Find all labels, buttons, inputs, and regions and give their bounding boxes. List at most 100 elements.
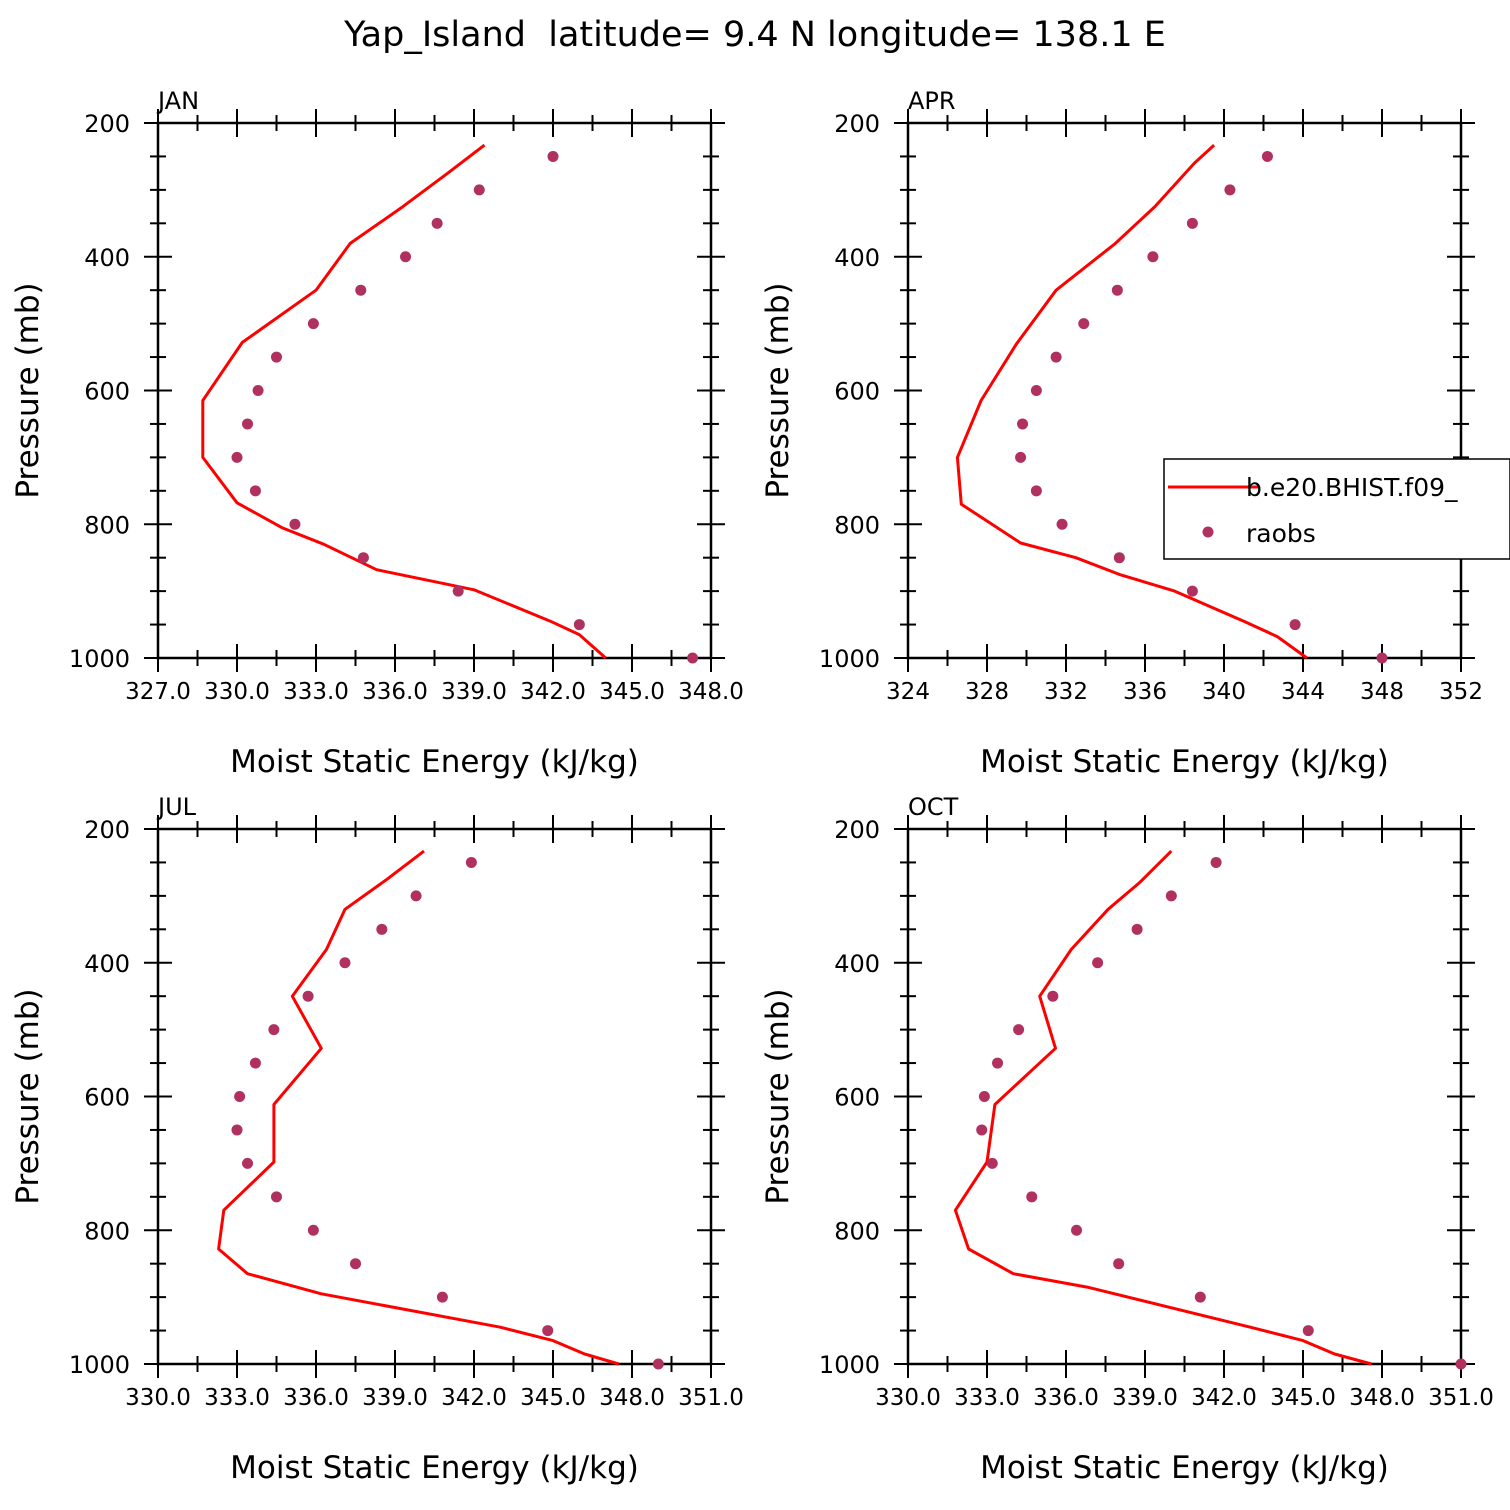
raobs-point bbox=[431, 217, 443, 229]
x-tick-label: 324 bbox=[886, 679, 930, 705]
raobs-point bbox=[978, 1091, 990, 1102]
x-tick-label: 336.0 bbox=[1033, 1385, 1099, 1411]
raobs-point bbox=[1071, 1224, 1083, 1236]
panel-label: JAN bbox=[156, 87, 199, 115]
x-axis-label: Moist Static Energy (kJ/kg) bbox=[980, 1450, 1389, 1486]
model-series-line bbox=[955, 143, 1308, 660]
panel-label: OCT bbox=[908, 793, 959, 821]
raobs-point bbox=[400, 251, 412, 263]
x-tick-label: 330.0 bbox=[875, 1385, 941, 1411]
raobs-point bbox=[307, 1224, 319, 1236]
raobs-point bbox=[687, 652, 699, 664]
y-axis-label: Pressure (mb) bbox=[760, 988, 796, 1204]
raobs-point bbox=[1376, 652, 1388, 664]
y-tick-label: 200 bbox=[834, 816, 880, 844]
raobs-point bbox=[1224, 184, 1236, 196]
raobs-point bbox=[1050, 351, 1062, 363]
raobs-point bbox=[242, 1157, 254, 1169]
x-axis-label: Moist Static Energy (kJ/kg) bbox=[980, 744, 1389, 780]
y-axis-label: Pressure (mb) bbox=[10, 988, 46, 1204]
raobs-point bbox=[271, 1191, 282, 1203]
raobs-point bbox=[976, 1124, 988, 1136]
raobs-point bbox=[1030, 485, 1042, 497]
panel-jan: 327.0 330.0 333.0 336.0 339.0 342.0 345.0 348.0… bbox=[10, 87, 744, 780]
raobs-point bbox=[1289, 619, 1301, 631]
y-tick-label: 400 bbox=[84, 950, 130, 978]
raobs-point bbox=[1261, 150, 1273, 162]
raobs-point bbox=[1165, 890, 1177, 902]
raobs-point bbox=[992, 1057, 1004, 1069]
x-tick-label: 333.0 bbox=[204, 1385, 270, 1411]
x-tick-label: 336 bbox=[1123, 679, 1167, 705]
x-tick-label: 336.0 bbox=[283, 1385, 349, 1411]
x-tick-label: 345.0 bbox=[599, 679, 665, 705]
x-tick-label: 328 bbox=[965, 679, 1009, 705]
y-tick-label: 600 bbox=[834, 1084, 880, 1112]
raobs-point bbox=[231, 451, 243, 463]
raobs-point bbox=[1111, 284, 1123, 296]
raobs-point bbox=[339, 957, 351, 969]
panel-label: APR bbox=[908, 87, 956, 115]
legend: b.e20.BHIST.f09_raobs bbox=[1163, 458, 1510, 560]
x-tick-label: 344 bbox=[1281, 679, 1325, 705]
raobs-point bbox=[1092, 957, 1104, 969]
raobs-point bbox=[350, 1258, 361, 1270]
raobs-point bbox=[1113, 1258, 1125, 1270]
y-tick-label: 400 bbox=[84, 244, 130, 272]
y-axis-label: Pressure (mb) bbox=[10, 282, 46, 498]
x-tick-label: 342.0 bbox=[1191, 1385, 1257, 1411]
y-tick-label: 1000 bbox=[69, 645, 130, 673]
raobs-point bbox=[1030, 385, 1042, 396]
raobs-point bbox=[307, 318, 319, 330]
x-tick-label: 352 bbox=[1439, 679, 1483, 705]
raobs-point bbox=[271, 351, 282, 363]
y-tick-label: 1000 bbox=[819, 645, 880, 673]
raobs-point bbox=[547, 150, 559, 162]
raobs-point bbox=[1186, 217, 1198, 229]
plot-frame bbox=[906, 121, 1463, 660]
raobs-point bbox=[1026, 1191, 1038, 1203]
raobs-point bbox=[465, 856, 477, 868]
x-tick-label: 327.0 bbox=[125, 679, 191, 705]
raobs-point bbox=[249, 1057, 261, 1069]
x-tick-label: 332 bbox=[1044, 679, 1088, 705]
y-tick-label: 1000 bbox=[819, 1351, 880, 1379]
raobs-point bbox=[573, 619, 585, 631]
x-axis-label: Moist Static Energy (kJ/kg) bbox=[230, 744, 639, 780]
raobs-point bbox=[268, 1024, 280, 1036]
x-tick-label: 330.0 bbox=[204, 679, 270, 705]
raobs-point bbox=[1047, 990, 1059, 1002]
y-tick-label: 200 bbox=[84, 110, 130, 138]
raobs-point bbox=[357, 552, 369, 564]
y-tick-label: 600 bbox=[84, 378, 130, 406]
x-tick-label: 333.0 bbox=[954, 1385, 1020, 1411]
raobs-point bbox=[234, 1091, 246, 1102]
x-tick-label: 340 bbox=[1202, 679, 1246, 705]
raobs-point bbox=[252, 385, 264, 396]
x-tick-label: 342.0 bbox=[441, 1385, 507, 1411]
x-tick-label: 339.0 bbox=[362, 1385, 428, 1411]
raobs-point bbox=[1113, 552, 1125, 564]
y-tick-label: 200 bbox=[84, 816, 130, 844]
y-tick-label: 600 bbox=[834, 378, 880, 406]
raobs-point bbox=[231, 1124, 243, 1136]
y-tick-label: 400 bbox=[834, 244, 880, 272]
x-tick-label: 348.0 bbox=[678, 679, 744, 705]
y-tick-label: 800 bbox=[834, 511, 880, 539]
x-tick-label: 339.0 bbox=[1112, 1385, 1178, 1411]
x-tick-label: 333.0 bbox=[283, 679, 349, 705]
x-tick-label: 342.0 bbox=[520, 679, 586, 705]
model-series-line bbox=[201, 143, 607, 660]
raobs-point bbox=[1210, 856, 1222, 868]
raobs-point bbox=[376, 923, 388, 935]
panel-apr: 324 328 332 336 340 344 348 352 200 400 600 800 1000… bbox=[760, 87, 1510, 780]
raobs-point bbox=[249, 485, 261, 497]
plot-frame bbox=[906, 827, 1463, 1366]
raobs-point bbox=[289, 518, 301, 530]
raobs-point bbox=[242, 418, 254, 430]
plot-frame bbox=[156, 121, 713, 660]
y-tick-label: 1000 bbox=[69, 1351, 130, 1379]
y-tick-label: 400 bbox=[834, 950, 880, 978]
figure-title: Yap_Island latitude= 9.4 N longitude= 13… bbox=[343, 15, 1166, 55]
raobs-point bbox=[542, 1325, 554, 1337]
